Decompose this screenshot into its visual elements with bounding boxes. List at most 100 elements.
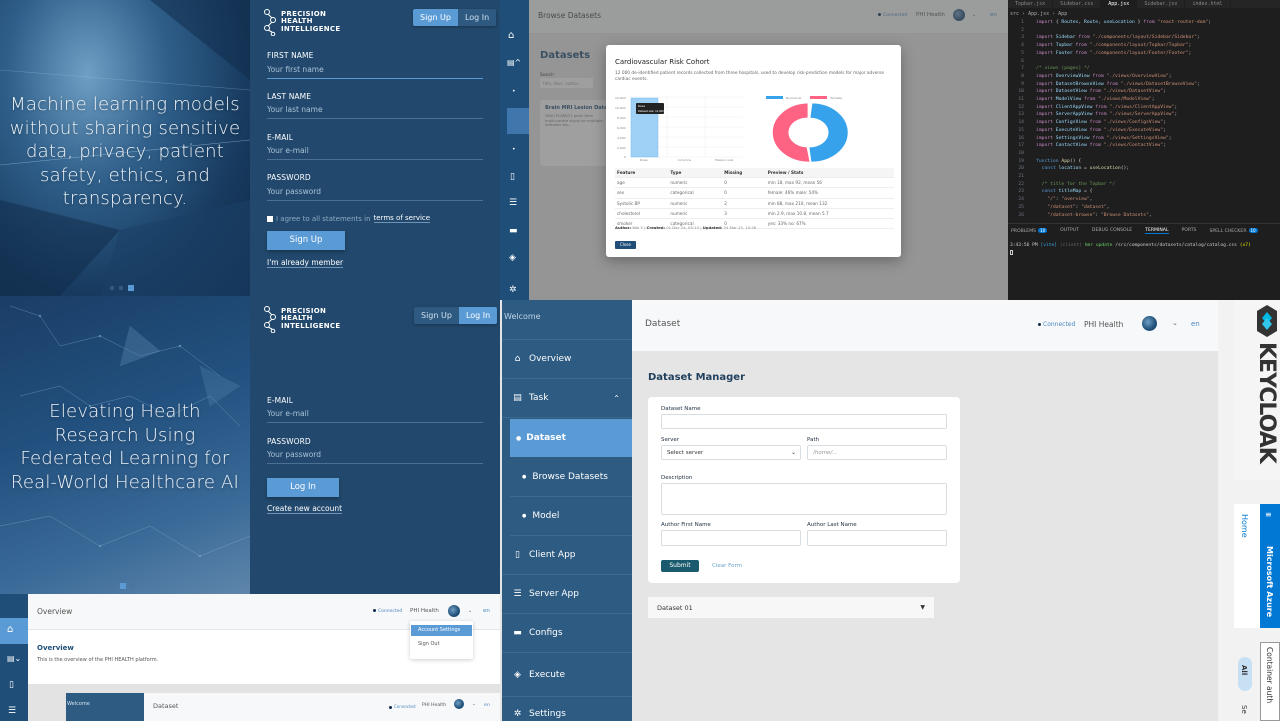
email-input[interactable]: Your e-mail [267,146,483,160]
mobile-icon[interactable]: ▯ [510,172,515,182]
mobile-icon[interactable]: ▯ [9,680,14,690]
clear-form-button[interactable]: Clear Form [712,563,742,569]
filter-all-pill[interactable]: All [1238,657,1252,691]
dataset-accordion[interactable]: Dataset 01 ▼ [648,597,934,618]
first-name-input[interactable]: Your first name [267,65,483,79]
home-icon[interactable]: ⌂ [7,624,14,635]
tab-debug-console[interactable]: DEBUG CONSOLE [1091,228,1133,233]
author-first-name-input[interactable] [661,530,801,546]
tab-sidebar-jsx[interactable]: Sidebar.jsx [1137,0,1186,8]
sidebar-item-task[interactable]: ▤ Task ⌃ [502,379,632,418]
terms-checkbox[interactable] [267,215,273,222]
path-input[interactable]: /home/... [807,445,947,460]
dot-icon: ● [516,434,522,442]
list-icon[interactable]: ▬ [509,226,518,236]
signup-submit-button[interactable]: Sign Up [267,231,345,250]
signup-tab[interactable]: Sign Up [413,9,458,26]
sidebar-item-model[interactable]: ● Model [510,497,632,536]
tab-ports[interactable]: PORTS [1181,228,1197,233]
gear-icon[interactable]: ✲ [509,285,517,295]
tab-output[interactable]: OUTPUT [1060,228,1079,233]
author-last-name-input[interactable] [807,530,947,546]
carousel-dots[interactable] [110,285,134,291]
terminal-output[interactable]: 3:43:56 PM [vite] (client) hmr update /s… [1010,243,1251,248]
language-selector[interactable]: en [483,608,490,614]
breadcrumb: src › App.jsx › App [1010,11,1068,17]
layers-icon[interactable]: ◈ [509,253,516,263]
avatar[interactable] [1142,316,1157,331]
table-row: cholesterol numeric 3 min 2.9, max 10.8, me… [615,208,894,219]
already-member-link[interactable]: I'm already member [267,258,344,268]
password-input[interactable]: Your password [267,450,483,464]
submit-button[interactable]: Submit [661,560,699,572]
sidebar-item-browse-datasets[interactable]: ● Browse Datasets [510,457,632,497]
sidebar-item-execute[interactable]: ◈ Execute [502,653,632,697]
sidebar-item-client-app[interactable]: ▯ Client App [502,536,632,575]
server-icon[interactable]: ☰ [8,706,17,716]
molecule-icon [264,9,276,36]
code-area[interactable]: 1 import { Routes, Route, useLocation } f… [1018,20,1212,218]
sidebar-item-settings[interactable]: ✲ Settings [513,708,566,719]
menu-sign-out[interactable]: Sign Out [418,641,440,647]
tab-topbar[interactable]: Topbar.jsx [1008,0,1054,8]
login-tab[interactable]: Log In [457,9,497,26]
tab-spell-checker[interactable]: SPELL CHECKER 10 [1209,228,1258,234]
server-select[interactable]: Select server ⌄ [661,445,801,460]
section-heading: Dataset Manager [648,372,746,383]
sidebar-item-overview[interactable]: ⌂ Overview [502,340,632,379]
signup-tab[interactable]: Sign Up [414,307,459,324]
login-tab[interactable]: Log In [458,307,498,324]
dot-icon: ● [522,513,527,519]
password-label: PASSWORD [267,173,311,182]
avatar[interactable] [454,699,464,709]
chevron-down-icon[interactable]: ⌄ [468,608,473,614]
chevron-down-icon[interactable]: ⌄ [1172,319,1178,327]
azure-search[interactable]: Container auth [1260,642,1280,721]
sidebar-item-dataset[interactable]: ● Dataset [510,419,632,457]
right-strip: KEYCLOAK Home ≡ Microsoft Azure Containe… [1218,300,1280,721]
tab-sidebar-css[interactable]: Sidebar.css [1053,0,1102,8]
carousel-dots[interactable] [111,583,135,589]
sidebar-item-server-app[interactable]: ☰ Server App [502,575,632,614]
tab-terminal[interactable]: TERMINAL [1145,228,1169,234]
svg-text:12,000: 12,000 [615,96,626,100]
dataset-name-input[interactable] [661,414,947,429]
active-nav-item[interactable] [0,618,28,644]
home-icon[interactable]: ⌂ [508,30,515,41]
keycloak-logo-icon [1257,305,1277,337]
chevron-down-icon[interactable]: ⌄ [472,702,476,707]
tab-app[interactable]: App.jsx [1101,0,1138,8]
hero-tagline: Elevating Health Research Using Federate… [10,401,240,493]
tab-index[interactable]: index.html [1185,0,1231,8]
last-name-input[interactable]: Your last name [267,105,483,119]
tab-problems[interactable]: PROBLEMS 10 [1011,228,1048,234]
table-row: smoker categorical 0 yes: 33% no: 67% [615,218,894,230]
terms-link[interactable]: terms of service [373,214,431,223]
close-button[interactable]: Close [615,241,636,249]
create-account-link[interactable]: Create new account [267,504,343,514]
server-icon[interactable]: ☰ [509,198,518,208]
menu-account-settings[interactable]: Account Settings [411,625,472,636]
email-input[interactable]: Your e-mail [267,409,483,423]
hamburger-icon[interactable]: ≡ [1265,510,1272,519]
home-link[interactable]: Home [1240,514,1249,538]
login-submit-button[interactable]: Log In [267,478,339,497]
password-input[interactable]: Your password [267,187,483,201]
description-textarea[interactable] [661,483,947,515]
dot-icon[interactable]: • [512,88,516,95]
keycloak-wordmark: KEYCLOAK [1254,342,1279,463]
signup-form-panel: PRECISION HEALTH INTELLIGENCE Sign Up Log … [250,0,500,296]
dataset-form: Dataset Name Server Select server ⌄ Path … [648,397,960,583]
table-row: Systolic BP numeric 2 min 88, max 210, mean… [615,198,894,209]
sidebar-item-configs[interactable]: ▬ Configs [502,614,632,653]
avatar[interactable] [448,605,460,617]
language-selector[interactable]: en [1191,320,1200,328]
dot-icon[interactable]: • [512,146,516,153]
clipboard-icon[interactable]: ▤⌄ [7,654,22,663]
filter-pill[interactable]: Se [1240,705,1248,714]
svg-text:8,000: 8,000 [617,116,626,120]
clipboard-icon[interactable]: ▤^ [507,58,522,67]
overview-screen: ⌂ ▤⌄ ▯ ☰ Overview Connected PHI Health ⌄… [0,594,500,721]
email-label: E-MAIL [267,133,294,142]
active-nav-item[interactable] [507,108,529,134]
